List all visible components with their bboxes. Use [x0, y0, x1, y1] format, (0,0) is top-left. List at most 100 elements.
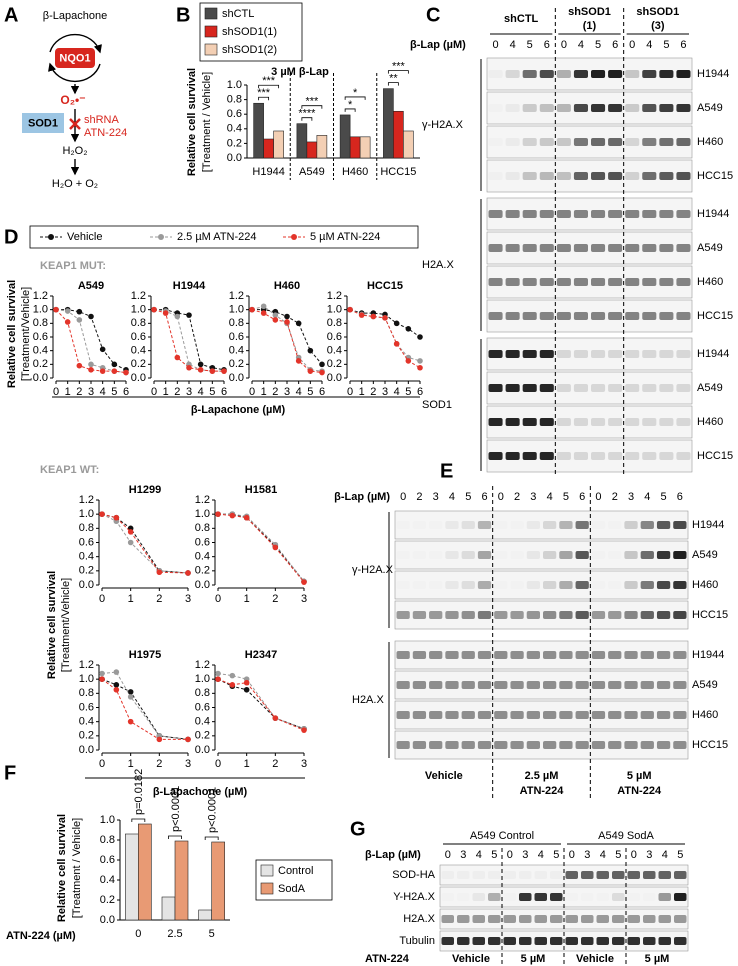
data-point — [272, 544, 279, 551]
blot-band — [640, 581, 654, 589]
bar — [403, 130, 414, 159]
blot-band — [556, 244, 571, 252]
y-axis-label: Relative cell survival — [6, 280, 18, 388]
blot-band — [608, 651, 622, 659]
blot-band — [396, 741, 410, 749]
data-point — [417, 364, 423, 371]
x-tick-label: 0 — [99, 593, 105, 605]
y-tick-label: 0.8 — [327, 317, 342, 329]
data-point — [393, 341, 400, 347]
blot-band — [676, 244, 691, 252]
subplot-title: H1975 — [129, 649, 161, 661]
dose: 6 — [680, 39, 686, 51]
blot-band — [472, 871, 485, 879]
y-tick-label: 0.6 — [229, 331, 244, 343]
blot-band — [673, 551, 687, 559]
x-tick-label: 1 — [163, 386, 169, 398]
blot-band — [503, 915, 516, 923]
blot-band — [575, 651, 589, 659]
data-point — [127, 529, 134, 535]
blot-band — [477, 581, 492, 589]
group-label: KEAP1 MUT: — [40, 260, 106, 272]
blot-band — [543, 581, 557, 589]
blot-band — [591, 651, 606, 659]
blot-band — [539, 104, 554, 112]
blot-band — [608, 611, 622, 619]
blot-band — [477, 681, 492, 689]
blot-band — [608, 104, 623, 112]
y-axis-label: Relative cell survival — [56, 814, 68, 922]
blot-band — [445, 651, 459, 659]
blot-band — [612, 915, 625, 923]
blot-band — [559, 611, 573, 619]
blot-band — [625, 384, 640, 392]
blot-band — [608, 741, 622, 749]
data-point — [64, 308, 71, 314]
series-line — [101, 671, 189, 740]
data-point — [88, 367, 94, 373]
blot-band — [573, 70, 588, 78]
blot-band — [510, 611, 524, 619]
blot-band — [608, 138, 623, 146]
blot-band — [596, 915, 609, 923]
blot-band — [640, 611, 654, 619]
dose: 5 — [553, 849, 559, 861]
y-tick-label: 0.8 — [227, 94, 242, 106]
y-tick-label: 0.2 — [79, 565, 94, 577]
blot-band — [396, 711, 410, 719]
y-tick-label: 0.4 — [195, 551, 210, 563]
blot-background — [394, 700, 689, 730]
x-tick-label: 1 — [359, 386, 365, 398]
row-label: HCC15 — [697, 310, 733, 322]
blot-background — [486, 299, 693, 333]
blot-band — [461, 651, 475, 659]
x-tick-label: 3 — [284, 386, 290, 398]
blot-band — [658, 937, 671, 945]
x-tick-label: 4 — [100, 386, 106, 398]
blot-band — [396, 551, 410, 559]
blot-band — [412, 711, 427, 719]
x-axis-label: β-Lapachone (µM) — [191, 404, 286, 416]
blot-band — [676, 210, 691, 218]
x-tick-label: HCC15 — [380, 166, 416, 178]
dose: 4 — [547, 491, 553, 503]
blot-band — [412, 681, 427, 689]
dose: 0 — [498, 491, 504, 503]
blot-band — [488, 244, 503, 252]
x-tick-label: 3 — [88, 386, 94, 398]
x-tick-label: 0 — [151, 386, 157, 398]
data-point — [260, 303, 267, 310]
blot-band — [673, 681, 687, 689]
subplot-title: A549 — [78, 280, 104, 292]
blot-band — [676, 452, 691, 460]
blot-band — [550, 893, 563, 901]
y-tick-label: 0.0 — [33, 372, 48, 384]
blot-band — [596, 893, 609, 901]
blot-band — [457, 915, 470, 923]
y-tick-label: 0.6 — [195, 701, 210, 713]
blot-band — [659, 244, 674, 252]
blot-band — [659, 138, 674, 146]
data-point — [113, 686, 120, 693]
blot-band — [624, 521, 638, 529]
x-tick-label: 5 — [405, 386, 411, 398]
row-label: H1944 — [697, 68, 729, 80]
data-point — [123, 369, 129, 376]
blot-band — [625, 70, 640, 78]
subplot-title: H2347 — [245, 649, 277, 661]
blot-band — [575, 681, 589, 689]
x-tick-label: A549 — [299, 166, 325, 178]
blot-band — [522, 138, 537, 146]
x-tick-label: 0 — [249, 386, 255, 398]
blot-band — [429, 681, 443, 689]
blot-band — [643, 893, 656, 901]
y-tick-label: 1.0 — [195, 508, 210, 520]
panel-letter: C — [426, 4, 440, 26]
data-point — [307, 368, 314, 374]
x-tick-label: H1944 — [252, 166, 284, 178]
dose: 5 — [465, 491, 471, 503]
y-tick-label: 0.6 — [79, 701, 94, 713]
panel-letter: F — [4, 762, 16, 784]
data-point — [162, 310, 169, 316]
